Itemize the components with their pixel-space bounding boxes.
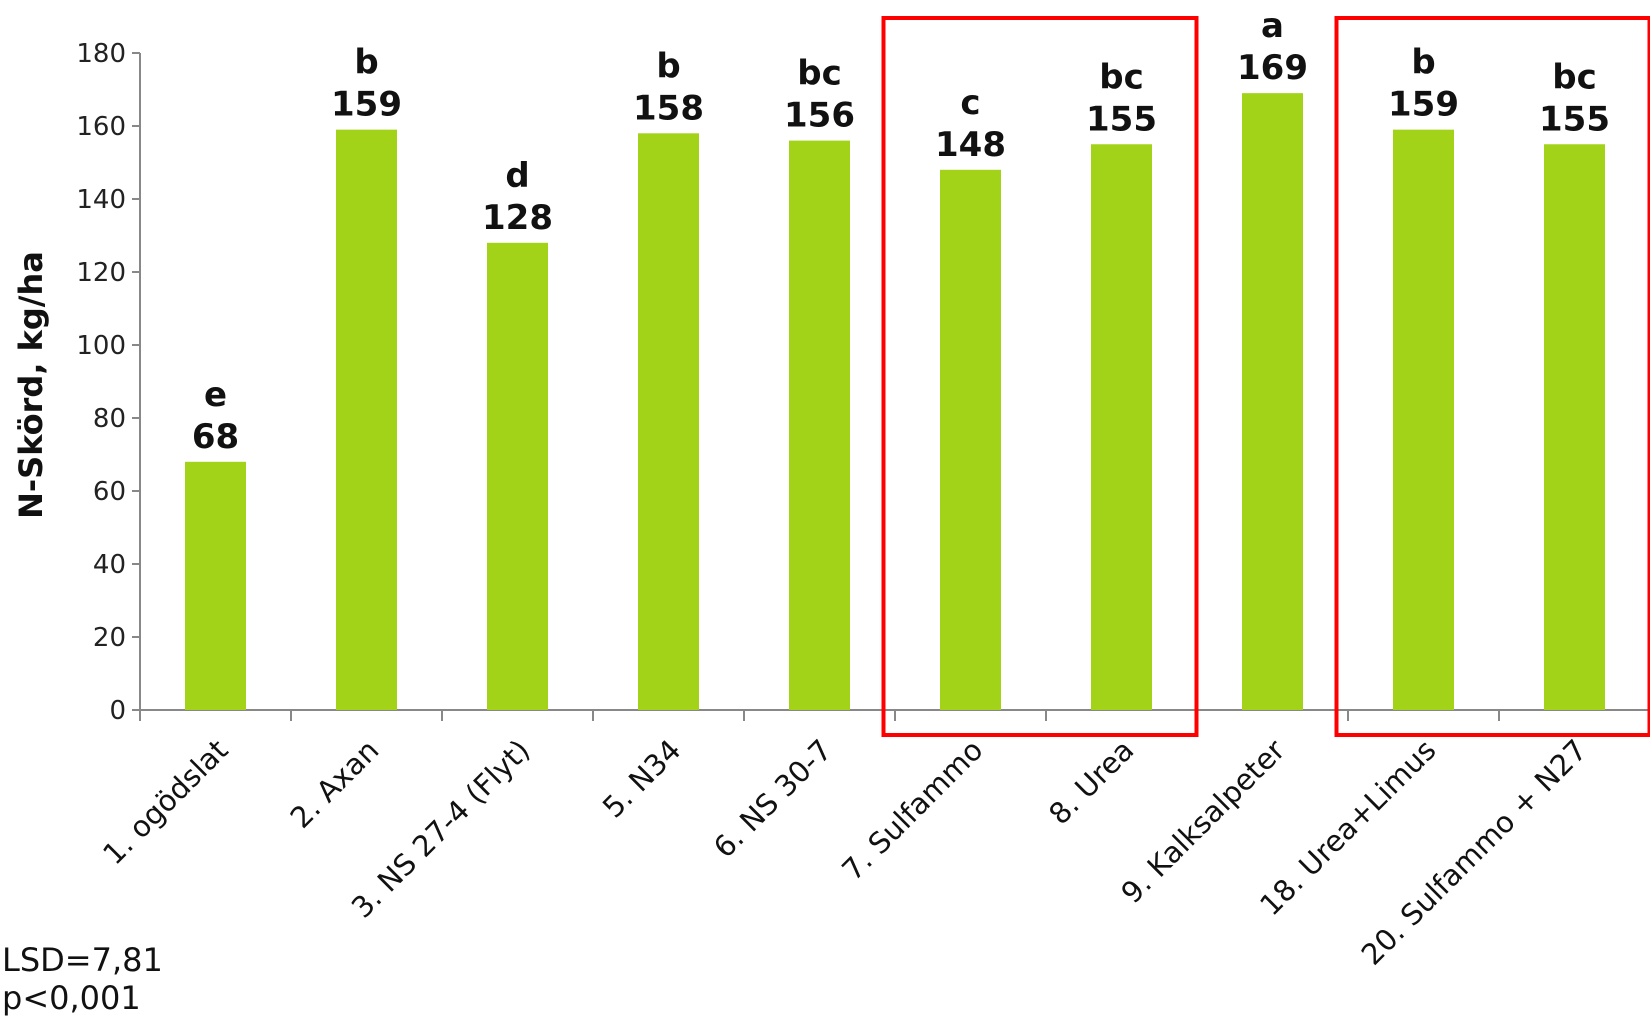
category-label: 6. NS 30-7 [707, 733, 839, 865]
bar [638, 133, 699, 711]
bar [1091, 144, 1152, 710]
bar [185, 461, 246, 710]
value-label: 159 [1388, 85, 1459, 125]
significance-letter: d [505, 156, 529, 196]
y-tick-label: 140 [76, 185, 126, 215]
bar [1242, 93, 1303, 710]
significance-letter: b [1411, 43, 1435, 83]
significance-letter: b [656, 46, 680, 86]
p-value-note: p<0,001 [2, 979, 141, 1017]
bar [487, 242, 548, 711]
value-label: 128 [482, 198, 553, 238]
significance-letter: c [960, 83, 980, 123]
value-label: 68 [192, 417, 239, 457]
y-tick-label: 20 [93, 623, 126, 653]
category-label: 8. Urea [1042, 733, 1140, 831]
significance-letter: bc [797, 54, 842, 94]
value-label: 158 [633, 88, 704, 128]
y-tick-label: 40 [93, 550, 126, 580]
value-label: 155 [1539, 99, 1610, 139]
highlight-box [881, 16, 1199, 737]
bar [940, 169, 1001, 711]
y-tick-label: 160 [76, 112, 126, 142]
bar [789, 140, 850, 711]
value-label: 169 [1237, 48, 1308, 88]
bars [185, 93, 1605, 711]
category-label: 1. ogödslat [96, 733, 234, 871]
bar [1544, 144, 1605, 710]
significance-letter: bc [1099, 57, 1144, 97]
significance-letter: bc [1552, 57, 1597, 97]
y-tick-label: 180 [76, 39, 126, 69]
y-axis-label: N-Skörd, kg/ha [12, 251, 50, 519]
significance-letter: a [1261, 6, 1284, 46]
value-label: 148 [935, 125, 1006, 165]
bar [336, 129, 397, 710]
category-label: 2. Axan [284, 733, 386, 835]
lsd-note: LSD=7,81 [2, 941, 163, 979]
category-label: 5. N34 [596, 733, 688, 825]
y-tick-label: 0 [109, 696, 126, 726]
category-label: 7. Sulfammo [835, 733, 989, 887]
y-tick-label: 80 [93, 404, 126, 434]
y-tick-label: 60 [93, 477, 126, 507]
y-tick-label: 120 [76, 258, 126, 288]
bar [1393, 129, 1454, 710]
y-tick-label: 100 [76, 331, 126, 361]
significance-letter: e [204, 375, 227, 415]
value-label: 156 [784, 96, 855, 136]
value-label: 159 [331, 85, 402, 125]
value-label: 155 [1086, 99, 1157, 139]
significance-letter: b [354, 43, 378, 83]
category-label: 9. Kalksalpeter [1114, 733, 1291, 910]
